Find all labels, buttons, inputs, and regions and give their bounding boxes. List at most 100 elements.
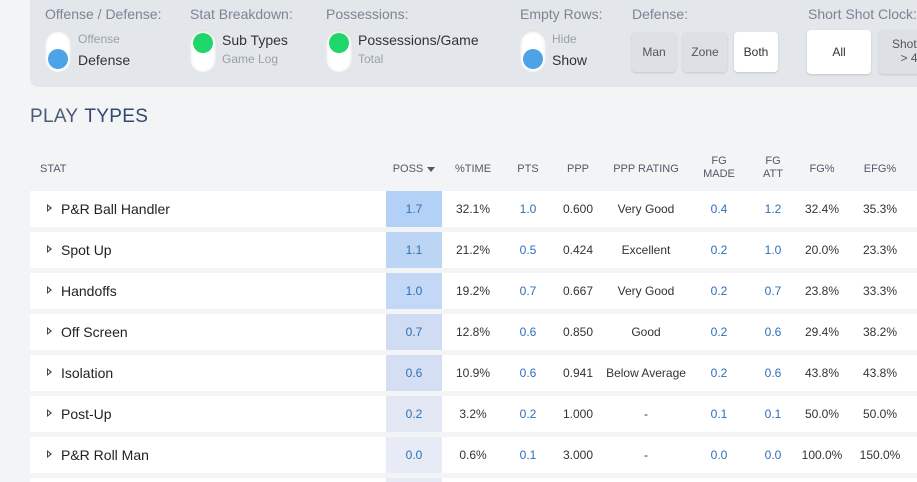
row-fg-att[interactable]: 0.7: [764, 284, 782, 298]
row-name: Off Screen: [61, 324, 128, 340]
header-stat[interactable]: STAT: [40, 163, 67, 175]
table-row[interactable]: Handoffs 1.0 19.2% 0.7 0.667 Very Good 0…: [30, 273, 917, 309]
row-poss: [386, 478, 442, 482]
expand-caret-icon[interactable]: [47, 450, 52, 458]
header-time[interactable]: %TIME: [454, 163, 492, 175]
expand-caret-icon[interactable]: [47, 327, 52, 335]
header-poss[interactable]: POSS: [386, 163, 442, 176]
row-fg-att[interactable]: 0.0: [764, 448, 782, 462]
row-fg-made[interactable]: 0.2: [710, 284, 728, 298]
header-pts[interactable]: PTS: [517, 163, 539, 175]
shot-clock-option-line2: > 4: [900, 51, 917, 65]
row-ppp: 0.850: [562, 325, 594, 339]
table-row[interactable]: Isolation 0.6 10.9% 0.6 0.941 Below Aver…: [30, 355, 917, 391]
row-fg-made[interactable]: 0.2: [710, 366, 728, 380]
row-ppp-rating: Very Good: [617, 202, 675, 216]
table-row[interactable]: Post-Up 0.2 3.2% 0.2 1.000 - 0.1 0.1 50.…: [30, 396, 917, 432]
row-time: 10.9%: [455, 366, 491, 380]
header-fg-att[interactable]: FG ATT: [748, 155, 798, 181]
empty-rows-toggle[interactable]: [520, 30, 546, 72]
shot-clock-all-button[interactable]: All: [807, 30, 871, 74]
row-pts[interactable]: 0.7: [519, 284, 537, 298]
row-poss[interactable]: 1.0: [386, 273, 442, 309]
row-time: 19.2%: [455, 284, 491, 298]
row-efg-pct: 35.3%: [862, 202, 898, 216]
row-fg-att[interactable]: 1.2: [764, 202, 782, 216]
row-fg-att[interactable]: 1.0: [764, 243, 782, 257]
row-name: Isolation: [61, 365, 114, 381]
row-ppp: 0.600: [562, 202, 594, 216]
row-time: 12.8%: [455, 325, 491, 339]
row-ppp: 1.000: [562, 407, 594, 421]
expand-caret-icon[interactable]: [47, 204, 52, 212]
defense-man-button[interactable]: Man: [632, 32, 676, 72]
row-pts[interactable]: 0.1: [519, 448, 537, 462]
row-pts[interactable]: 1.0: [519, 202, 537, 216]
header-efg-pct[interactable]: EFG%: [863, 163, 897, 175]
table-row[interactable]: P&R Roll Man 0.0 0.6% 0.1 3.000 - 0.0 0.…: [30, 437, 917, 473]
toggle-knob: [193, 33, 213, 53]
row-time: 3.2%: [459, 407, 487, 421]
possessions-toggle[interactable]: [326, 30, 352, 72]
defense-both-button[interactable]: Both: [734, 32, 778, 72]
row-name: Spot Up: [61, 242, 112, 258]
row-ppp-rating: Below Average: [606, 366, 686, 380]
header-ppp[interactable]: PPP: [566, 163, 589, 175]
total-option[interactable]: Total: [358, 52, 384, 66]
expand-caret-icon[interactable]: [47, 286, 52, 294]
offense-defense-toggle[interactable]: [45, 30, 71, 72]
row-poss[interactable]: 0.6: [386, 355, 442, 391]
expand-caret-icon[interactable]: [47, 368, 52, 376]
table-row[interactable]: Off Screen 0.7 12.8% 0.6 0.850 Good 0.2 …: [30, 314, 917, 350]
stat-breakdown-toggle[interactable]: [190, 30, 216, 72]
row-fg-made[interactable]: 0.0: [710, 448, 728, 462]
sort-descending-icon: [427, 166, 436, 172]
row-poss[interactable]: 1.1: [386, 232, 442, 268]
row-time: 21.2%: [455, 243, 491, 257]
row-fg-made[interactable]: 0.1: [710, 407, 728, 421]
row-name: P&R Roll Man: [61, 447, 149, 463]
row-time: 0.6%: [459, 448, 487, 462]
header-ppp-rating[interactable]: PPP RATING: [613, 163, 679, 175]
possessions-per-game-option[interactable]: Possessions/Game: [358, 32, 479, 48]
game-log-option[interactable]: Game Log: [222, 52, 279, 66]
row-pts[interactable]: 0.6: [519, 366, 537, 380]
table-row[interactable]: Spot Up 1.1 21.2% 0.5 0.424 Excellent 0.…: [30, 232, 917, 268]
shot-clock-option-button[interactable]: Shot c > 4: [879, 30, 917, 74]
shot-clock-option-line1: Shot c: [891, 37, 917, 51]
row-efg-pct: 43.8%: [862, 366, 898, 380]
toggle-knob: [523, 49, 543, 69]
offense-option[interactable]: Offense: [78, 32, 120, 46]
row-fg-made[interactable]: 0.4: [710, 202, 728, 216]
row-fg-pct: 20.0%: [804, 243, 840, 257]
row-pts[interactable]: 0.2: [519, 407, 537, 421]
defense-option[interactable]: Defense: [78, 52, 131, 68]
hide-option[interactable]: Hide: [552, 32, 577, 46]
row-poss[interactable]: 0.7: [386, 314, 442, 350]
row-fg-att[interactable]: 0.6: [764, 366, 782, 380]
row-fg-att[interactable]: 0.6: [764, 325, 782, 339]
row-ppp-rating: -: [644, 448, 648, 462]
row-fg-made[interactable]: 0.2: [710, 243, 728, 257]
row-poss[interactable]: 0.0: [386, 437, 442, 473]
table-row[interactable]: P&R Ball Handler 1.7 32.1% 1.0 0.600 Ver…: [30, 191, 917, 227]
row-pts[interactable]: 0.6: [519, 325, 537, 339]
row-efg-pct: 38.2%: [862, 325, 898, 339]
expand-caret-icon[interactable]: [47, 245, 52, 253]
expand-caret-icon[interactable]: [47, 409, 52, 417]
defense-zone-button[interactable]: Zone: [683, 32, 727, 72]
sub-types-option[interactable]: Sub Types: [222, 32, 288, 48]
row-fg-made[interactable]: 0.2: [710, 325, 728, 339]
header-fg-made[interactable]: FG MADE: [690, 155, 748, 181]
row-poss[interactable]: 1.7: [386, 191, 442, 227]
table-header: STAT POSS %TIME PTS PPP PPP RATING FG MA…: [30, 148, 917, 190]
row-poss[interactable]: 0.2: [386, 396, 442, 432]
row-fg-att[interactable]: 0.1: [764, 407, 782, 421]
row-fg-pct: 32.4%: [804, 202, 840, 216]
row-pts[interactable]: 0.5: [519, 243, 537, 257]
header-fg-made-line2: MADE: [703, 168, 735, 180]
header-fg-pct[interactable]: FG%: [809, 163, 835, 175]
page-title: PLAY TYPES: [30, 106, 148, 128]
row-efg-pct: 23.3%: [862, 243, 898, 257]
show-option[interactable]: Show: [552, 52, 588, 68]
